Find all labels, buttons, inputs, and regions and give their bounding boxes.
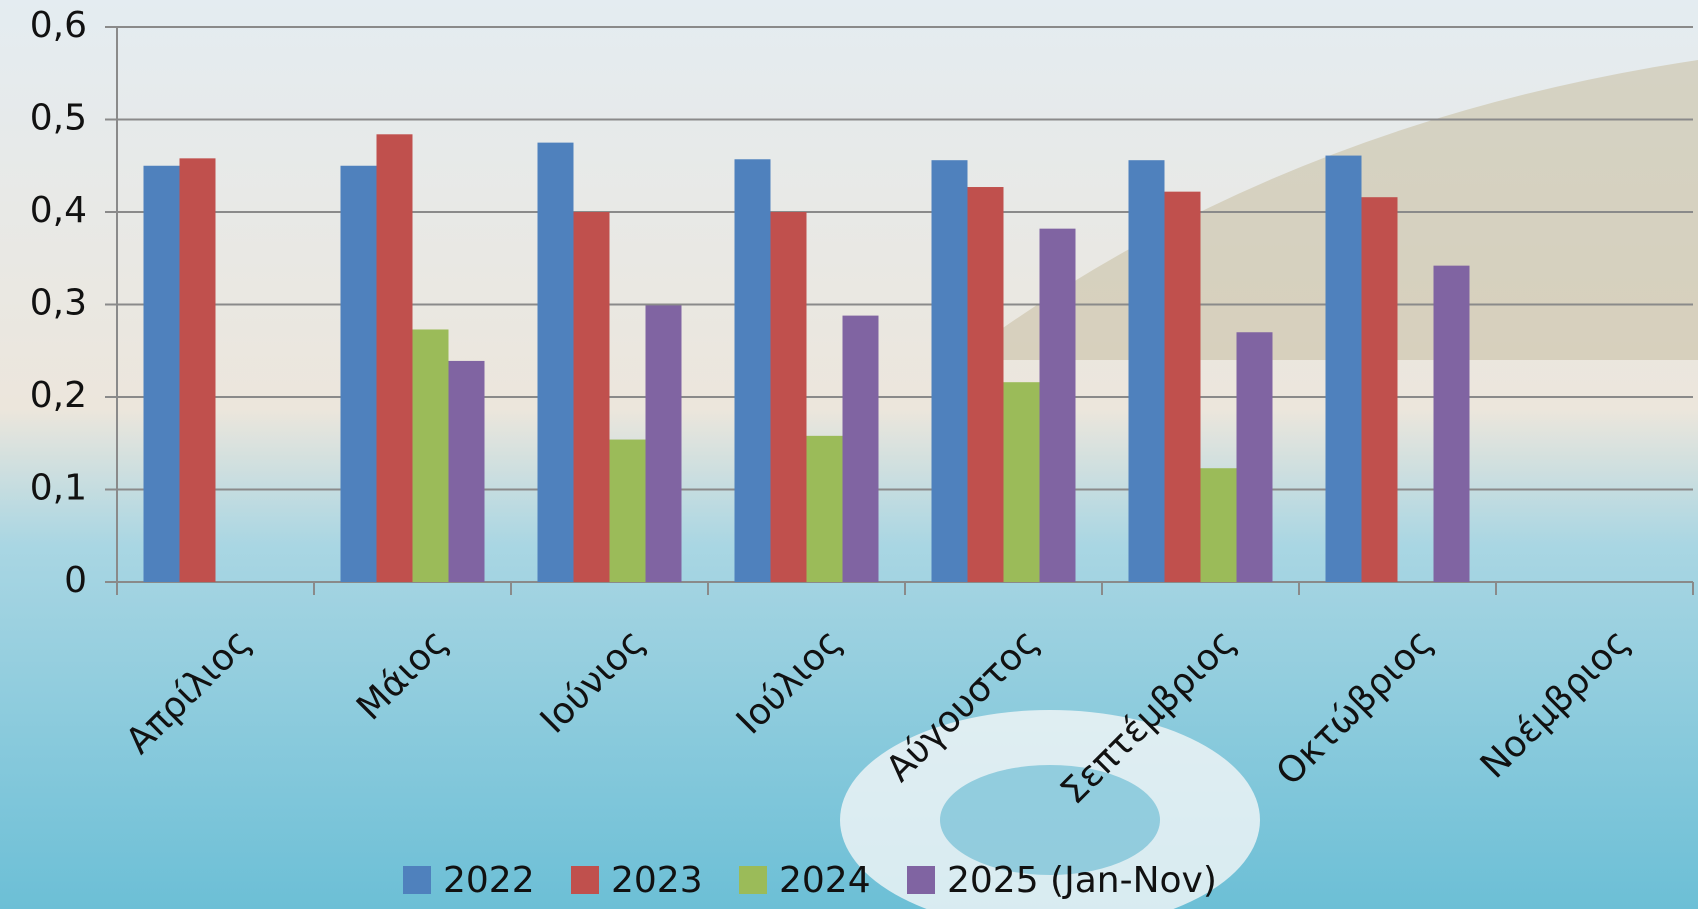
bar <box>645 305 682 582</box>
bar <box>1325 155 1362 582</box>
bar <box>609 439 646 582</box>
legend-label: 2023 <box>611 860 703 901</box>
bar <box>143 165 180 582</box>
bar <box>1433 265 1470 582</box>
legend-swatch <box>907 866 935 894</box>
legend-label: 2024 <box>779 860 871 901</box>
y-tick-label: 0,3 <box>30 283 87 324</box>
background-float-hole <box>940 765 1160 875</box>
bar <box>967 187 1004 582</box>
y-tick-label: 0,4 <box>30 190 87 231</box>
bar <box>1361 197 1398 582</box>
bar <box>1003 382 1040 582</box>
bar <box>1164 191 1201 582</box>
bar <box>376 134 413 583</box>
bar <box>770 212 807 582</box>
bar <box>573 212 610 582</box>
y-tick-label: 0,1 <box>30 468 87 509</box>
y-tick-label: 0,6 <box>30 5 87 46</box>
y-tick-label: 0,2 <box>30 375 87 416</box>
y-tick-label: 0 <box>64 560 87 601</box>
y-tick-label: 0,5 <box>30 98 87 139</box>
bar <box>1128 160 1165 582</box>
bar <box>537 142 574 582</box>
bar <box>1200 468 1237 582</box>
legend-swatch <box>571 866 599 894</box>
bar <box>734 159 771 582</box>
bar <box>842 315 879 582</box>
bar <box>806 435 843 582</box>
legend-label: 2025 (Jan-Nov) <box>947 860 1217 901</box>
bar <box>179 158 216 582</box>
bar <box>1236 332 1273 582</box>
bar <box>931 160 968 582</box>
bar <box>448 360 485 582</box>
legend-swatch <box>403 866 431 894</box>
bar <box>412 329 449 582</box>
legend-swatch <box>739 866 767 894</box>
legend-label: 2022 <box>443 860 535 901</box>
bar <box>1039 228 1076 582</box>
bar <box>340 165 377 582</box>
